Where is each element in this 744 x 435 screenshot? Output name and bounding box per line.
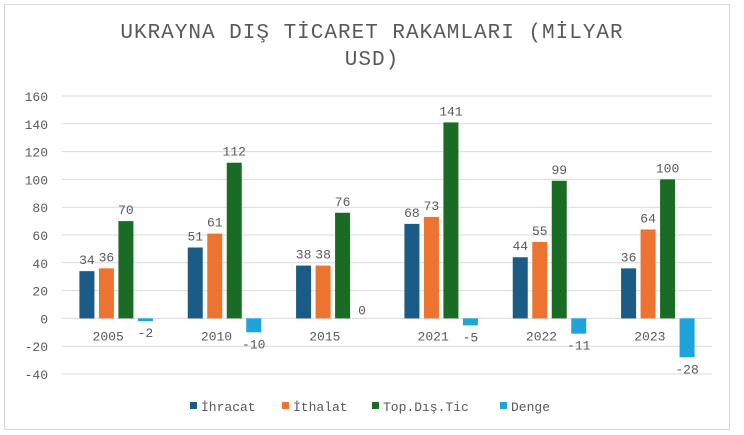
- bar-İthalat: [640, 229, 656, 319]
- data-label: 44: [512, 239, 528, 254]
- data-label: -5: [463, 330, 479, 345]
- x-tick-label: 2015: [309, 329, 340, 344]
- y-tick-label: 0: [40, 312, 48, 327]
- data-label: 61: [207, 216, 223, 231]
- y-tick-label: 120: [25, 146, 48, 161]
- y-tick-label: 140: [25, 118, 48, 133]
- data-label: 76: [335, 195, 351, 210]
- data-label: 36: [621, 250, 637, 265]
- bar-Top.Dış.Tic: [443, 122, 459, 319]
- x-tick-label: 2022: [526, 329, 557, 344]
- bar-İhracat: [79, 271, 95, 319]
- data-label: 55: [532, 224, 548, 239]
- x-tick-label: 2023: [634, 329, 665, 344]
- data-label: 38: [315, 248, 331, 263]
- bar-İthalat: [423, 216, 439, 319]
- bar-Denge: [246, 318, 262, 333]
- legend-label: İhracat: [201, 400, 256, 415]
- bar-Denge: [571, 318, 587, 334]
- legend-label: Denge: [511, 400, 550, 415]
- bar-İhracat: [621, 268, 637, 319]
- data-label: 100: [656, 161, 679, 176]
- data-label: 64: [640, 211, 656, 226]
- x-tick-label: 2005: [93, 329, 124, 344]
- bar-Top.Dış.Tic: [226, 162, 242, 319]
- legend-swatch: [190, 402, 197, 409]
- y-tick-label: 160: [25, 90, 48, 105]
- data-label: -2: [138, 326, 154, 341]
- bar-Denge: [462, 318, 478, 326]
- bar-Denge: [137, 318, 153, 322]
- bar-Denge: [679, 318, 695, 358]
- x-tick-label: 2021: [418, 329, 449, 344]
- chart-frame: [4, 4, 730, 430]
- bar-İhracat: [512, 257, 528, 319]
- legend-label: Top.Dış.Tic: [383, 400, 469, 415]
- data-label: 51: [187, 230, 203, 245]
- y-tick-label: -20: [25, 340, 48, 355]
- data-label: 68: [404, 206, 420, 221]
- data-label: -11: [567, 339, 591, 354]
- bar-İthalat: [315, 265, 331, 319]
- data-label: 38: [296, 248, 312, 263]
- y-tick-label: 60: [32, 229, 48, 244]
- bar-İhracat: [404, 223, 420, 319]
- y-tick-label: 20: [32, 285, 48, 300]
- y-tick-label: 80: [32, 201, 48, 216]
- legend-swatch: [500, 402, 507, 409]
- data-label: 141: [439, 104, 463, 119]
- chart-title-line-2: USD): [344, 49, 400, 72]
- data-label: 0: [358, 303, 366, 318]
- data-label: 34: [79, 253, 95, 268]
- data-label: 70: [118, 203, 134, 218]
- data-label: 73: [424, 199, 440, 214]
- bar-Top.Dış.Tic: [335, 212, 351, 319]
- legend-label: İthalat: [293, 400, 348, 415]
- data-label: 99: [551, 163, 567, 178]
- data-label: -28: [675, 362, 698, 377]
- chart-title: UKRAYNA DIŞ TİCARET RAKAMLARI (MİLYAR US…: [0, 20, 744, 74]
- x-tick-label: 2010: [201, 329, 232, 344]
- data-label: 112: [223, 145, 246, 160]
- bar-İhracat: [187, 247, 203, 319]
- legend-swatch: [372, 402, 379, 409]
- bar-Top.Dış.Tic: [660, 179, 676, 319]
- bar-İthalat: [532, 241, 548, 319]
- bar-Top.Dış.Tic: [551, 180, 567, 319]
- bar-İhracat: [296, 265, 312, 319]
- y-tick-label: 100: [25, 173, 48, 188]
- bar-İthalat: [207, 233, 223, 319]
- chart-title-line-1: UKRAYNA DIŞ TİCARET RAKAMLARI (MİLYAR: [120, 22, 624, 45]
- bar-Top.Dış.Tic: [118, 221, 134, 319]
- data-label: 36: [99, 250, 115, 265]
- legend-swatch: [282, 402, 289, 409]
- data-label: -10: [242, 337, 265, 352]
- y-tick-label: 40: [32, 257, 48, 272]
- y-tick-label: -40: [25, 368, 48, 383]
- bar-İthalat: [98, 268, 114, 319]
